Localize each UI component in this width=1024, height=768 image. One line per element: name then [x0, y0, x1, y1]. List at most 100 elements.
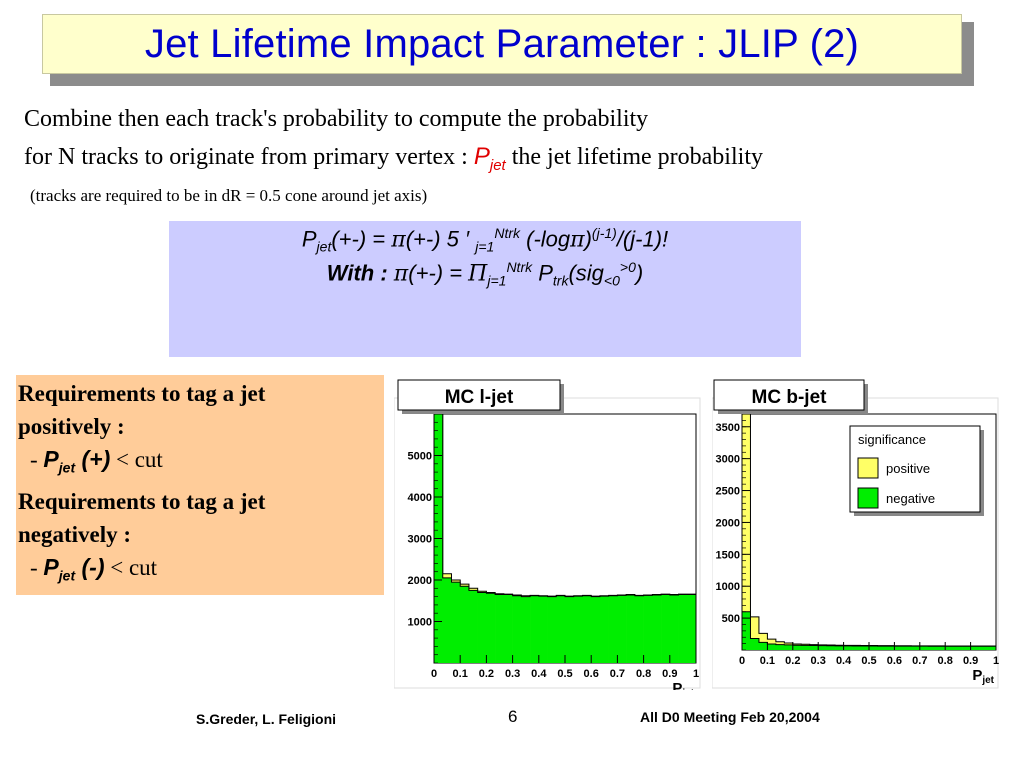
req-neg-item: - Pjet (-) < cut	[18, 551, 384, 593]
xtick-label-0.6: 0.6	[584, 668, 599, 680]
f1-d: )	[584, 226, 592, 252]
pjet-symbol-sub: jet	[489, 156, 506, 174]
bar-negative-12	[843, 645, 853, 650]
f2-pi: π	[393, 261, 409, 287]
req-pos-item: - Pjet (+) < cut	[18, 443, 384, 485]
req-neg-sub: jet	[58, 567, 76, 584]
bar-negative-9	[818, 645, 827, 650]
bar-negative-4	[775, 644, 785, 650]
series-negative	[433, 413, 697, 663]
f1-pi: π	[391, 227, 406, 253]
xtick-label-1: 1	[693, 668, 699, 680]
legend-title: significance	[858, 432, 926, 447]
f1-p-sub: jet	[316, 238, 332, 255]
intro-line-1: Combine then each track's probability to…	[24, 106, 649, 132]
bar-negative-21	[617, 595, 627, 663]
f1-sum-sup: Ntrk	[494, 225, 520, 241]
req-pos-line-2: positively :	[18, 414, 125, 439]
cone-note: (tracks are required to be in dR = 0.5 c…	[30, 186, 428, 205]
requirements-box: Requirements to tag a jet positively : -…	[16, 375, 384, 595]
f2-prod-sub: j=1	[487, 272, 507, 289]
bar-negative-14	[860, 646, 870, 650]
req-pos-p: P	[43, 446, 59, 472]
bar-negative-5	[477, 592, 487, 663]
bar-negative-23	[936, 646, 946, 650]
bar-negative-17	[885, 646, 895, 650]
xtick-label-1: 1	[993, 655, 999, 667]
series-negative	[741, 611, 997, 650]
ytick-label-1000: 1000	[408, 617, 432, 629]
f1-pi2: π	[570, 227, 585, 253]
ytick-label-3000: 3000	[408, 534, 432, 546]
bar-negative-11	[835, 645, 844, 650]
ytick-label-2500: 2500	[716, 486, 740, 498]
plot-title: MC l-jet	[445, 387, 514, 408]
bar-negative-18	[591, 596, 601, 663]
bar-negative-25	[652, 594, 662, 663]
pjet-symbol: Pjet	[473, 143, 506, 174]
bar-negative-27	[970, 646, 980, 650]
req-neg-p: P	[43, 553, 59, 580]
bar-negative-5	[784, 644, 794, 650]
f1-c: (-log	[520, 226, 571, 252]
req-neg-cut: < cut	[104, 554, 158, 580]
bar-negative-2	[451, 582, 461, 663]
bar-negative-22	[928, 646, 938, 650]
pjet-symbol-letter: P	[473, 143, 490, 170]
outline-negative	[433, 413, 697, 663]
bar-negative-22	[626, 594, 636, 663]
f2-p-sub: trk	[552, 272, 569, 289]
ytick-label-5000: 5000	[408, 451, 432, 463]
intro-line-2-prefix: for N tracks to originate from primary v…	[24, 144, 474, 170]
footer-page-number: 6	[508, 707, 518, 726]
bar-negative-4	[468, 590, 478, 663]
bar-negative-3	[767, 643, 777, 650]
legend-swatch-negative	[857, 487, 879, 509]
f2-prod: Π	[468, 261, 488, 287]
bar-negative-28	[979, 646, 988, 650]
bar-negative-26	[962, 646, 971, 650]
legend-label-positive: positive	[886, 461, 930, 476]
f1-a: (+-) =	[331, 226, 392, 252]
xtick-label-0.7: 0.7	[610, 668, 625, 680]
bar-negative-1	[750, 638, 760, 650]
bar-negative-20	[608, 595, 618, 663]
bar-negative-0	[742, 611, 751, 650]
bar-negative-6	[486, 593, 496, 663]
x-axis-label: Pjet	[972, 667, 994, 686]
bar-negative-24	[643, 595, 653, 663]
bar-negative-8	[503, 594, 513, 663]
xtick-label-0.5: 0.5	[557, 668, 572, 680]
xtick-label-0.4: 0.4	[531, 668, 547, 680]
req-pos-line-1: Requirements to tag a jet	[18, 381, 266, 406]
req-neg-dash: -	[30, 554, 44, 580]
bar-negative-15	[565, 596, 575, 663]
bar-negative-6	[792, 645, 802, 650]
f2-p: P	[532, 260, 553, 286]
req-pos-dash: -	[30, 447, 44, 472]
bar-negative-12	[538, 596, 548, 663]
bar-negative-14	[556, 595, 566, 663]
bar-negative-24	[945, 646, 954, 650]
bar-positive-2	[758, 633, 768, 650]
xtick-label-0.9: 0.9	[662, 668, 677, 680]
formula-line-1: Pjet(+-) = π(+-) 5 ′ j=1Ntrk (-logπ)(j-1…	[169, 225, 801, 255]
f1-sum-sub: j=1	[475, 238, 495, 255]
slide-title: Jet Lifetime Impact Parameter : JLIP (2)	[144, 21, 860, 66]
title-box	[713, 379, 865, 411]
xtick-label-0.4: 0.4	[836, 655, 852, 667]
ytick-label-1500: 1500	[716, 549, 740, 561]
title-box: Jet Lifetime Impact Parameter : JLIP (2)	[42, 14, 962, 74]
bar-negative-9	[512, 595, 522, 663]
xtick-label-0.3: 0.3	[811, 655, 826, 667]
xtick-label-0.8: 0.8	[938, 655, 953, 667]
req-pos-sub: jet	[58, 459, 76, 476]
xtick-label-0.6: 0.6	[887, 655, 902, 667]
xtick-label-0.8: 0.8	[636, 668, 651, 680]
bar-negative-25	[953, 646, 963, 650]
f1-exp: (j-1)	[591, 225, 617, 241]
plot-title: MC b-jet	[752, 387, 828, 408]
x-axis-label: Pjet	[672, 680, 694, 690]
bar-negative-15	[869, 646, 878, 650]
req-pos-cut: < cut	[110, 447, 163, 472]
